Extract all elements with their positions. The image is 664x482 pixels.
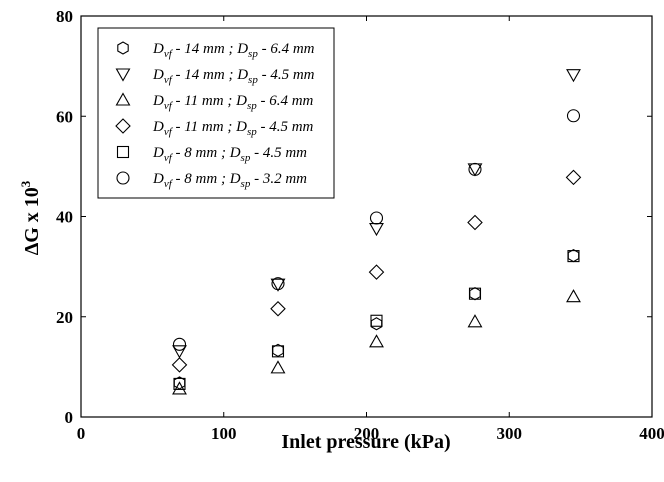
data-point-circle: [369, 211, 384, 225]
legend-text-part: D: [229, 171, 241, 187]
legend-text-part: D: [235, 93, 247, 109]
data-point-hexagon: [370, 317, 383, 331]
ticks: 0 100 200 300 400 0 20 40 60 80: [56, 7, 664, 443]
x-tick-label: 100: [211, 424, 237, 443]
legend-text-part: vf: [164, 178, 174, 190]
legend-text-part: D: [152, 67, 164, 83]
x-tick-label: 0: [77, 424, 86, 443]
legend-text-part: sp: [248, 74, 258, 86]
data-point-diamond: [270, 300, 286, 317]
data-point-triangle-up: [467, 314, 483, 328]
data-point-triangle-up: [172, 381, 187, 395]
data-point-square: [370, 314, 383, 327]
legend-text-part: sp: [247, 100, 257, 112]
legend-entry: Dvf - 11 mm ; Dsp - 6.4 mm: [152, 93, 314, 112]
legend-entry: Dvf - 14 mm ; Dsp - 6.4 mm: [152, 41, 315, 60]
x-tick-label: 400: [639, 424, 664, 443]
data-point-hexagon: [567, 248, 580, 263]
legend-text-part: vf: [164, 74, 174, 86]
legend-text-part: sp: [247, 126, 257, 138]
x-axis-label: Inlet pressure (kPa): [281, 431, 450, 453]
data-point-diamond: [565, 169, 582, 186]
legend-entry: Dvf - 11 mm ; Dsp - 4.5 mm: [152, 119, 314, 138]
data-point-square: [468, 287, 482, 300]
data-point-triangle-up: [369, 334, 384, 348]
y-tick-label: 20: [56, 308, 73, 327]
data-point-square: [173, 377, 186, 390]
legend-text-part: D: [152, 41, 164, 57]
data-point-triangle-up: [566, 289, 581, 303]
data-point-circle: [566, 109, 581, 123]
data-point-diamond: [171, 357, 188, 373]
data-point-square: [567, 250, 580, 263]
legend-text-part: - 4.5 mm: [258, 67, 315, 83]
data-point-hexagon: [469, 287, 481, 301]
data-point-circle: [172, 337, 187, 351]
data-point-triangle-down: [270, 278, 286, 292]
legend-text-part: vf: [164, 126, 174, 138]
legend-marker-diamond: [115, 118, 131, 134]
legend-marker-hexagon: [117, 41, 129, 55]
legend-text-part: - 4.5 mm: [250, 145, 307, 161]
legend-text-part: D: [229, 145, 241, 161]
legend-entry: Dvf - 14 mm ; Dsp - 4.5 mm: [152, 67, 315, 86]
y-tick-label: 80: [56, 7, 73, 26]
legend-text-part: - 14 mm ;: [172, 41, 237, 57]
data-point-triangle-up: [270, 360, 286, 374]
legend-text-part: D: [152, 93, 164, 109]
legend-text-part: - 3.2 mm: [250, 171, 307, 187]
legend-text-part: - 11 mm ;: [172, 93, 236, 109]
data-point-circle: [271, 277, 285, 291]
data-points: [171, 69, 582, 395]
legend-text-part: - 4.5 mm: [257, 119, 314, 135]
legend-text-part: vf: [164, 100, 174, 112]
legend-text-part: - 11 mm ;: [172, 119, 236, 135]
legend-marker-circle: [116, 171, 130, 185]
legend-entry: Dvf - 8 mm ; Dsp - 3.2 mm: [152, 171, 307, 190]
data-point-triangle-down: [369, 222, 384, 237]
data-point-diamond: [467, 214, 483, 231]
legend-text-part: - 14 mm ;: [172, 67, 237, 83]
legend-marker-triangle-down: [115, 68, 131, 82]
legend-text-part: D: [235, 119, 247, 135]
legend-text-part: - 8 mm ;: [172, 171, 230, 187]
legend-text-part: - 6.4 mm: [257, 93, 314, 109]
y-tick-label: 0: [65, 408, 74, 427]
legend-text-part: D: [236, 67, 248, 83]
legend-text-part: sp: [241, 178, 251, 190]
legend-text-part: vf: [164, 48, 174, 60]
data-point-triangle-down: [566, 69, 581, 83]
y-tick-label: 60: [56, 107, 73, 126]
legend-entry: Dvf - 8 mm ; Dsp - 4.5 mm: [152, 145, 307, 164]
legend-text-part: sp: [248, 48, 258, 60]
y-axis-label: ΔG x 103: [18, 180, 43, 255]
x-tick-label: 300: [497, 424, 523, 443]
legend-text-part: D: [152, 171, 164, 187]
data-point-diamond: [368, 264, 385, 280]
legend-text-part: - 6.4 mm: [258, 41, 315, 57]
legend-text-part: - 8 mm ;: [172, 145, 230, 161]
legend-text-part: vf: [164, 152, 174, 164]
data-point-square: [271, 345, 285, 358]
legend-box: [97, 27, 335, 199]
legend-text-part: D: [236, 41, 248, 57]
legend-text-part: sp: [241, 152, 251, 164]
legend-text-part: D: [152, 145, 164, 161]
x-tick-label: 200: [354, 424, 380, 443]
data-point-circle: [468, 162, 482, 176]
legend-marker-square: [116, 145, 130, 159]
legend-text-part: D: [152, 119, 164, 135]
y-tick-label: 40: [56, 208, 73, 227]
data-point-triangle-down: [172, 345, 187, 359]
legend-marker-triangle-up: [115, 92, 131, 106]
